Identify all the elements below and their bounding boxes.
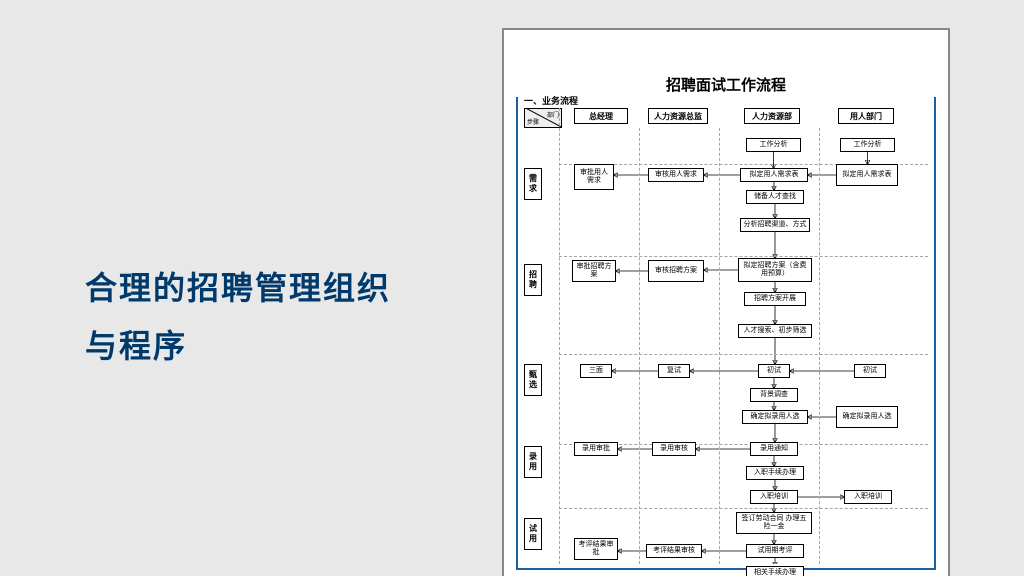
column-header-hr: 人力资源部 bbox=[744, 108, 800, 124]
flow-node: 入职培训 bbox=[844, 490, 892, 504]
column-divider bbox=[559, 108, 560, 564]
flow-node: 背景调查 bbox=[750, 388, 798, 402]
flow-node: 拟定用人需求表 bbox=[740, 168, 808, 182]
row-label-select: 甄 选 bbox=[524, 364, 542, 396]
flow-node: 录用审批 bbox=[574, 442, 618, 456]
flow-node: 入职手续办理 bbox=[746, 466, 804, 480]
flow-node: 录用通知 bbox=[750, 442, 798, 456]
row-label-need: 需 求 bbox=[524, 168, 542, 200]
flow-node: 考评结果审核 bbox=[646, 544, 702, 558]
row-label-probat: 试 用 bbox=[524, 518, 542, 550]
column-header-hrd: 人力资源总监 bbox=[648, 108, 708, 124]
flow-node: 人才搜索、初步筛选 bbox=[738, 324, 812, 338]
corner-header: 部门 步骤 bbox=[524, 108, 562, 128]
row-label-hire: 录 用 bbox=[524, 446, 542, 478]
row-label-recruit: 招 聘 bbox=[524, 264, 542, 296]
flow-node: 初试 bbox=[854, 364, 886, 378]
flow-node: 确定拟录用人选 bbox=[742, 410, 808, 424]
flow-node: 三面 bbox=[580, 364, 612, 378]
flow-node: 招聘方案开展 bbox=[744, 292, 806, 306]
corner-step-label: 步骤 bbox=[527, 117, 539, 126]
flow-node: 复试 bbox=[658, 364, 690, 378]
column-divider bbox=[639, 128, 640, 564]
flow-node: 工作分析 bbox=[746, 138, 801, 152]
flow-node: 储备人才查找 bbox=[746, 190, 804, 204]
flow-node: 审核招聘方案 bbox=[648, 260, 704, 282]
flow-node: 考评结果审批 bbox=[574, 538, 618, 560]
flow-node: 录用审核 bbox=[652, 442, 696, 456]
flow-node: 拟定用人需求表 bbox=[836, 164, 898, 186]
flow-node: 审批用人需求 bbox=[574, 164, 614, 190]
slide-title: 合理的招聘管理组织 与程序 bbox=[85, 260, 391, 375]
flow-node: 签订劳动合同 办理五险一金 bbox=[736, 512, 812, 534]
column-header-dept: 用人部门 bbox=[838, 108, 894, 124]
flowchart-grid: 部门 步骤 总经理 人力资源总监 人力资源部 用人部门需 求招 聘甄 选录 用试 用 工… bbox=[524, 108, 928, 564]
flowchart-document: 招聘面试工作流程 一、业务流程 部门 步骤 总经理人力资源总监人力资源部用人部门… bbox=[502, 28, 950, 576]
flow-node: 初试 bbox=[758, 364, 790, 378]
row-divider bbox=[559, 256, 928, 257]
flow-node: 工作分析 bbox=[840, 138, 895, 152]
flow-node: 相关手续办理 bbox=[746, 566, 804, 576]
column-divider bbox=[819, 128, 820, 564]
flow-node: 确定拟录用人选 bbox=[836, 406, 898, 428]
flow-node: 试用期考评 bbox=[746, 544, 804, 558]
slide-title-line1: 合理的招聘管理组织 bbox=[85, 270, 391, 306]
slide-stage: 合理的招聘管理组织 与程序 招聘面试工作流程 一、业务流程 部门 步骤 总经理人… bbox=[0, 0, 1024, 576]
flow-node: 拟定招聘方案（含费用预算） bbox=[738, 258, 812, 282]
column-header-gm: 总经理 bbox=[574, 108, 628, 124]
row-divider bbox=[559, 508, 928, 509]
flow-node: 分析招聘渠道、方式 bbox=[740, 218, 810, 232]
flow-node: 审批招聘方案 bbox=[572, 260, 616, 282]
corner-dept-label: 部门 bbox=[547, 110, 559, 119]
section-label: 一、业务流程 bbox=[524, 94, 578, 107]
flow-node: 入职培训 bbox=[750, 490, 798, 504]
slide-title-line2: 与程序 bbox=[85, 328, 187, 364]
flow-node: 审核用人需求 bbox=[648, 168, 704, 182]
column-divider bbox=[719, 128, 720, 564]
row-divider bbox=[559, 354, 928, 355]
